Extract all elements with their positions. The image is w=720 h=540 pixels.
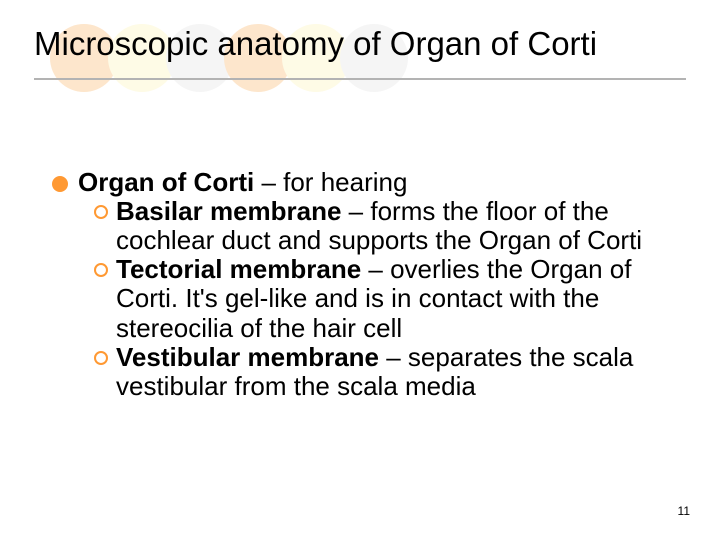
slide-body: Organ of Corti – for hearing Basilar mem… <box>52 168 676 401</box>
term: Organ of Corti <box>78 167 254 197</box>
level1-text: Organ of Corti – for hearing <box>78 168 407 197</box>
level2-item: Basilar membrane – forms the floor of th… <box>94 197 676 255</box>
level2-item: Vestibular membrane – separates the scal… <box>94 343 676 401</box>
term: Basilar membrane <box>116 196 341 226</box>
bullet-hollow-icon <box>94 351 108 365</box>
title-underline <box>34 78 686 80</box>
bullet-hollow-icon <box>94 263 108 277</box>
slide: Microscopic anatomy of Organ of Corti Or… <box>0 0 720 540</box>
level2-group: Basilar membrane – forms the floor of th… <box>94 197 676 401</box>
level1-item: Organ of Corti – for hearing <box>52 168 676 197</box>
level2-text: Vestibular membrane – separates the scal… <box>116 343 676 401</box>
slide-title: Microscopic anatomy of Organ of Corti <box>34 24 686 64</box>
bullet-filled-icon <box>52 176 68 192</box>
level2-text: Tectorial membrane – overlies the Organ … <box>116 255 676 342</box>
definition: – for hearing <box>254 167 407 197</box>
term: Vestibular membrane <box>116 342 379 372</box>
term: Tectorial membrane <box>116 254 361 284</box>
level2-item: Tectorial membrane – overlies the Organ … <box>94 255 676 342</box>
title-wrap: Microscopic anatomy of Organ of Corti <box>34 24 686 64</box>
page-number: 11 <box>678 504 690 518</box>
bullet-hollow-icon <box>94 205 108 219</box>
level2-text: Basilar membrane – forms the floor of th… <box>116 197 676 255</box>
